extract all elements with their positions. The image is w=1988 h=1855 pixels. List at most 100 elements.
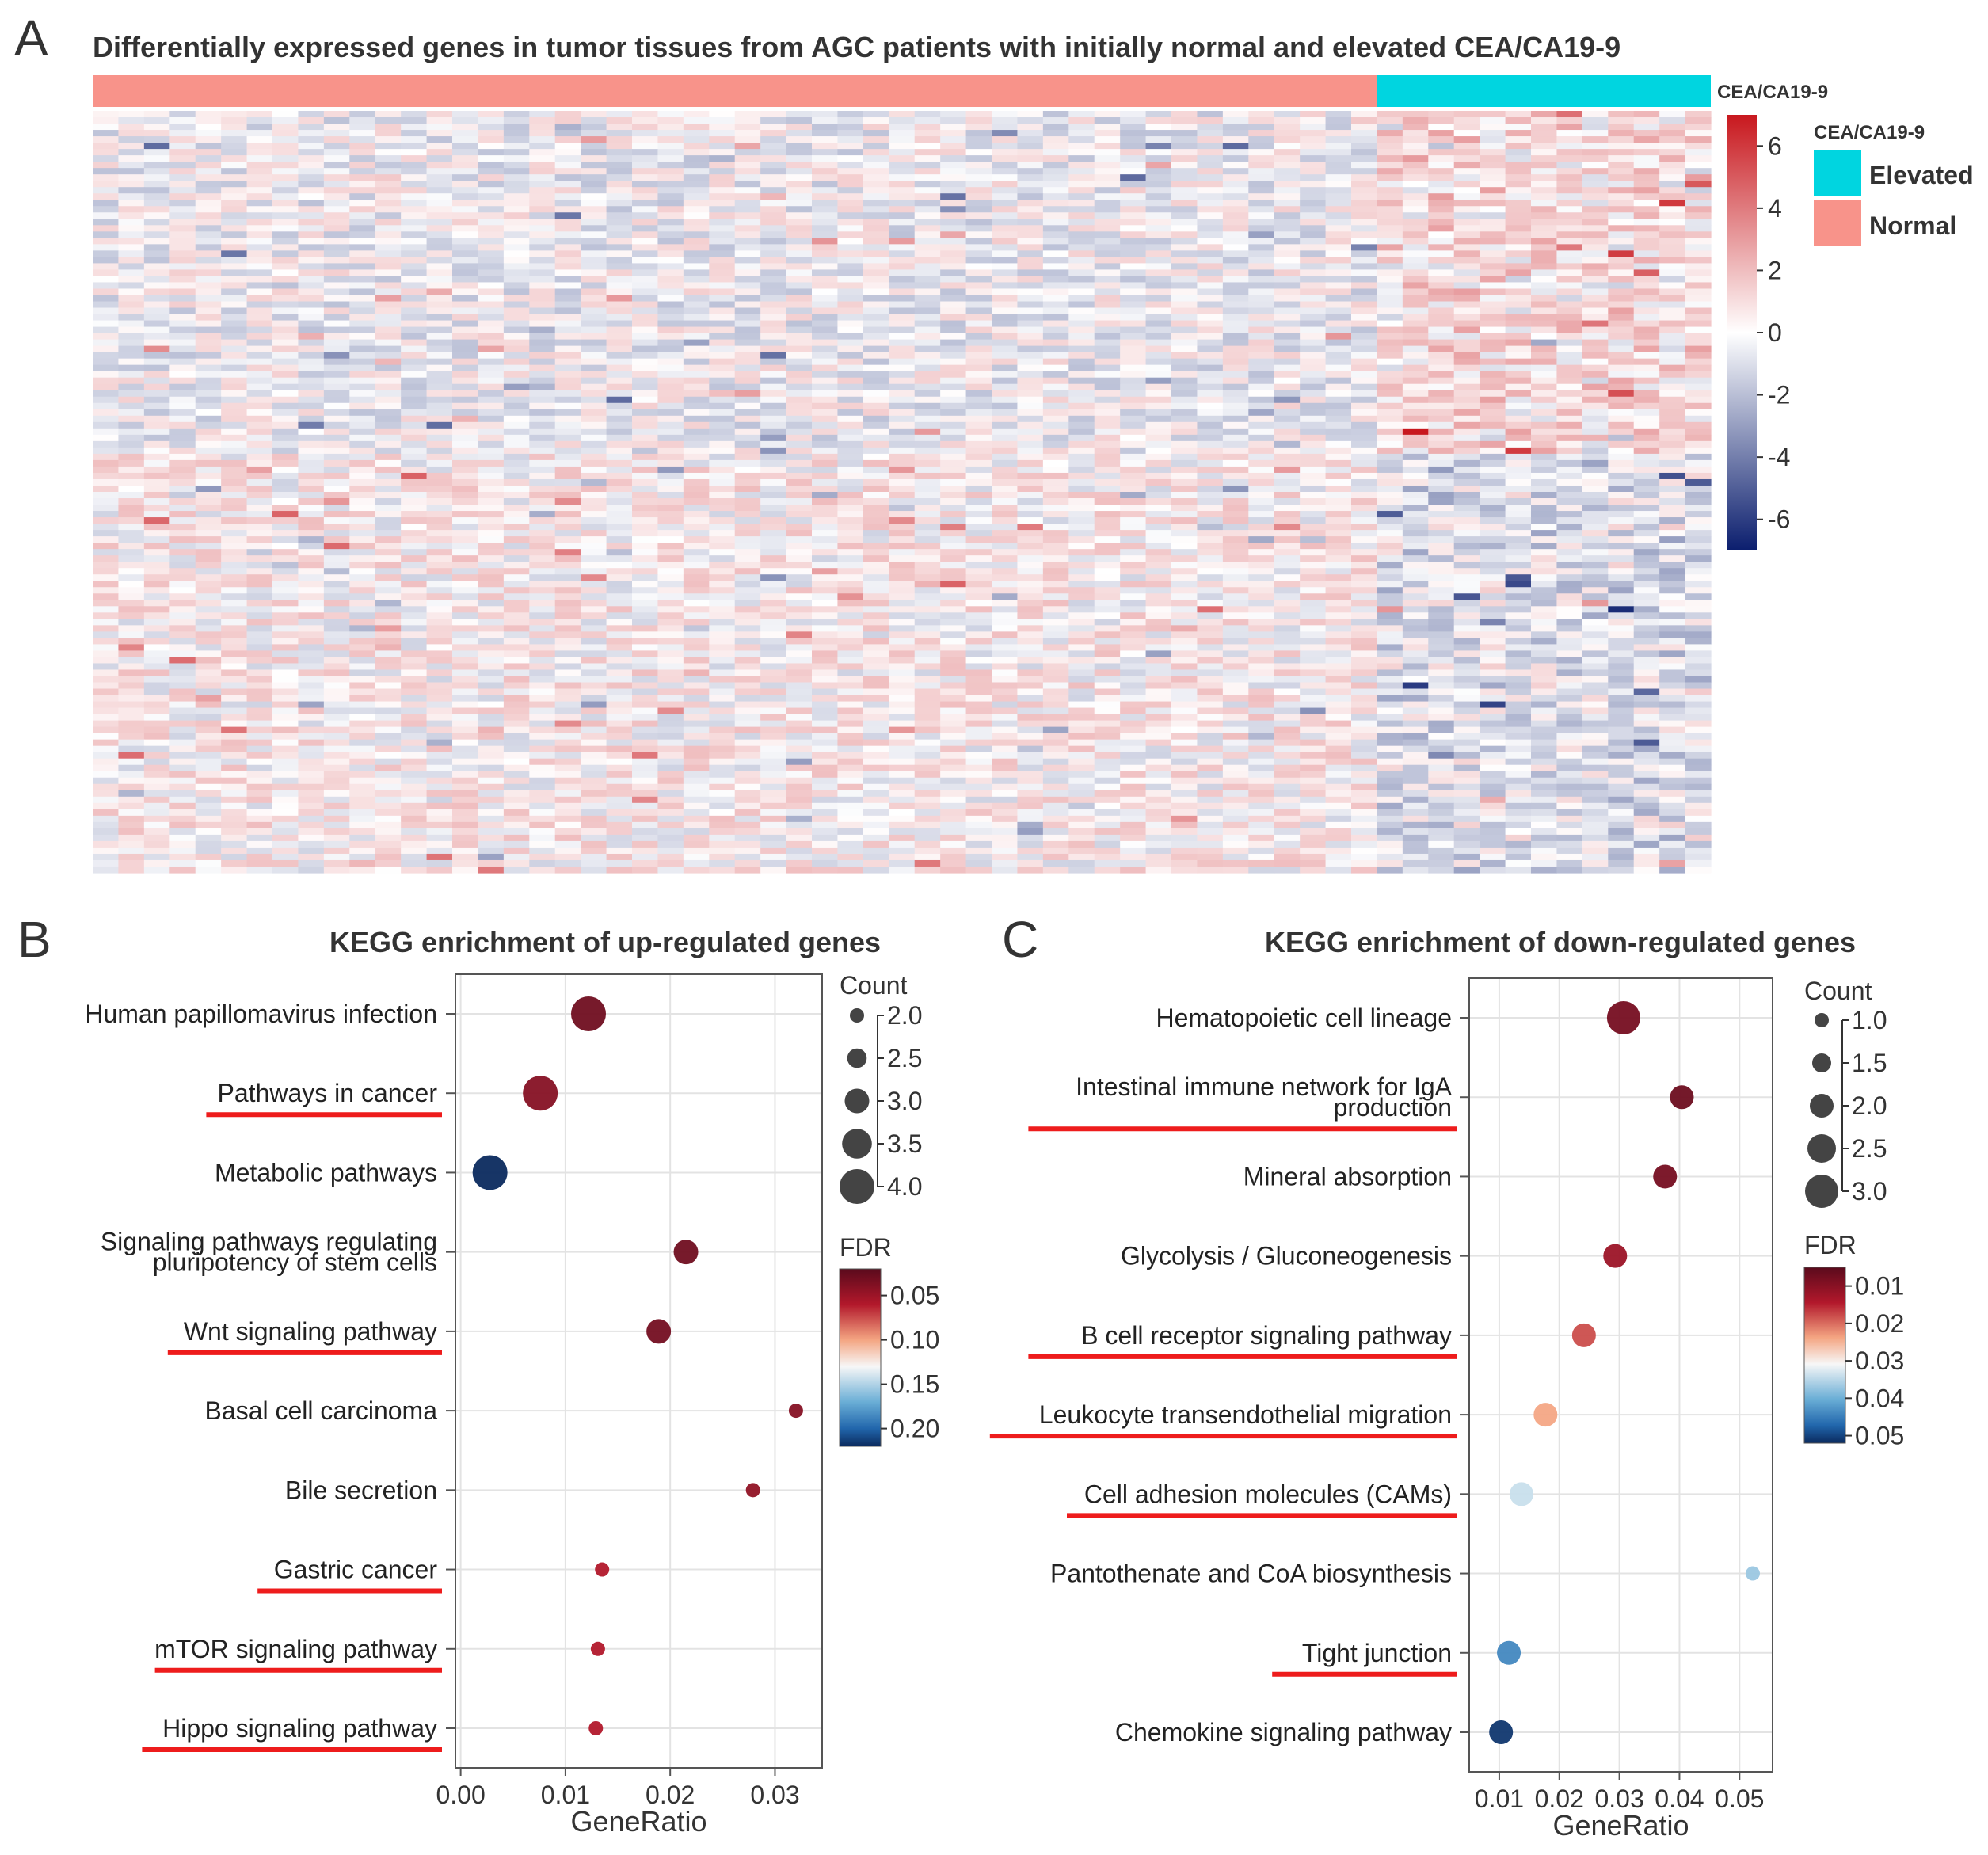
heatmap-cell: [195, 263, 222, 271]
heatmap-cell: [452, 200, 479, 207]
heatmap-cell: [1351, 187, 1378, 194]
heatmap-cell: [452, 383, 479, 391]
heatmap-cell: [837, 555, 864, 562]
heatmap-cell: [426, 543, 453, 550]
heatmap-cell: [914, 581, 941, 588]
heatmap-cell: [1120, 517, 1147, 524]
heatmap-cell: [863, 314, 889, 322]
heatmap-cell: [169, 193, 196, 200]
heatmap-cell: [786, 174, 813, 181]
heatmap-cell: [1659, 288, 1686, 296]
heatmap-cell: [298, 543, 325, 550]
heatmap-cell: [1556, 371, 1583, 379]
heatmap-cell: [1659, 530, 1686, 537]
heatmap-cell: [1402, 485, 1429, 493]
heatmap-cell: [143, 269, 170, 277]
heatmap-cell: [837, 511, 864, 518]
heatmap-cell: [889, 383, 916, 391]
heatmap-cell: [812, 409, 839, 417]
heatmap-cell: [1582, 206, 1609, 213]
heatmap-cell: [1453, 568, 1480, 575]
heatmap-cell: [554, 447, 581, 455]
heatmap-cell: [1094, 492, 1121, 499]
heatmap-cell: [1480, 193, 1506, 200]
heatmap-cell: [581, 231, 607, 238]
heatmap-cell: [1197, 130, 1224, 137]
heatmap-cell: [1453, 288, 1480, 296]
heatmap-cell: [1351, 206, 1378, 213]
heatmap-cell: [657, 326, 684, 334]
heatmap-cell: [554, 193, 581, 200]
heatmap-cell: [1120, 225, 1147, 232]
heatmap-cell: [812, 301, 839, 309]
heatmap-cell: [452, 320, 479, 328]
heatmap-cell: [93, 612, 120, 619]
heatmap-cell: [1608, 428, 1635, 436]
heatmap-cell: [863, 472, 889, 480]
heatmap-cell: [812, 269, 839, 277]
heatmap-cell: [1402, 421, 1429, 429]
heatmap-cell: [246, 333, 273, 341]
heatmap-cell: [889, 377, 916, 385]
heatmap-cell: [298, 434, 325, 442]
heatmap-cell: [734, 409, 761, 417]
heatmap-cell: [375, 307, 402, 315]
heatmap-cell: [323, 415, 350, 423]
heatmap-cell: [1428, 472, 1455, 480]
heatmap-cell: [1428, 383, 1455, 391]
heatmap-cell: [1480, 478, 1506, 486]
heatmap-cell: [837, 130, 864, 137]
heatmap-cell: [606, 593, 633, 600]
heatmap-cell: [965, 136, 992, 143]
heatmap-cell: [503, 244, 530, 251]
heatmap-cell: [323, 117, 350, 124]
heatmap-cell: [1171, 143, 1198, 150]
heatmap-cell: [1068, 238, 1095, 245]
heatmap-cell: [118, 231, 145, 238]
heatmap-cell: [657, 206, 684, 213]
heatmap-cell: [657, 225, 684, 232]
heatmap-cell: [503, 225, 530, 232]
heatmap-cell: [1017, 244, 1044, 251]
heatmap-cell: [1120, 339, 1147, 347]
heatmap-cell: [375, 212, 402, 219]
heatmap-cell: [1453, 415, 1480, 423]
heatmap-cell: [1274, 536, 1301, 543]
heatmap-cell: [889, 301, 916, 309]
heatmap-cell: [965, 181, 992, 188]
heatmap-cell: [992, 383, 1019, 391]
heatmap-cell: [837, 371, 864, 379]
heatmap-cell: [1042, 428, 1069, 436]
heatmap-cell: [1248, 434, 1275, 442]
heatmap-cell: [683, 562, 710, 569]
heatmap-cell: [1042, 453, 1069, 461]
heatmap-cell: [452, 193, 479, 200]
heatmap-cell: [683, 314, 710, 322]
heatmap-cell: [1428, 339, 1455, 347]
heatmap-cell: [786, 459, 813, 467]
heatmap-cell: [1531, 282, 1558, 290]
heatmap-cell: [1351, 536, 1378, 543]
heatmap-cell: [812, 600, 839, 607]
heatmap-cell: [375, 587, 402, 594]
heatmap-cell: [1685, 231, 1712, 238]
heatmap-cell: [1248, 238, 1275, 245]
heatmap-cell: [1633, 517, 1660, 524]
heatmap-cell: [786, 505, 813, 512]
heatmap-cell: [1659, 155, 1686, 162]
heatmap-cell: [992, 111, 1019, 118]
heatmap-cell: [1042, 288, 1069, 296]
heatmap-cell: [1248, 326, 1275, 334]
heatmap-cell: [195, 326, 222, 334]
heatmap-cell: [760, 124, 787, 131]
heatmap-cell: [323, 225, 350, 232]
heatmap-cell: [914, 206, 941, 213]
heatmap-cell: [143, 149, 170, 156]
heatmap-cell: [1325, 263, 1352, 271]
heatmap-cell: [401, 434, 428, 442]
heatmap-cell: [889, 193, 916, 200]
heatmap-cell: [1145, 206, 1172, 213]
heatmap-cell: [195, 345, 222, 353]
heatmap-cell: [529, 606, 556, 613]
heatmap-cell: [452, 162, 479, 169]
